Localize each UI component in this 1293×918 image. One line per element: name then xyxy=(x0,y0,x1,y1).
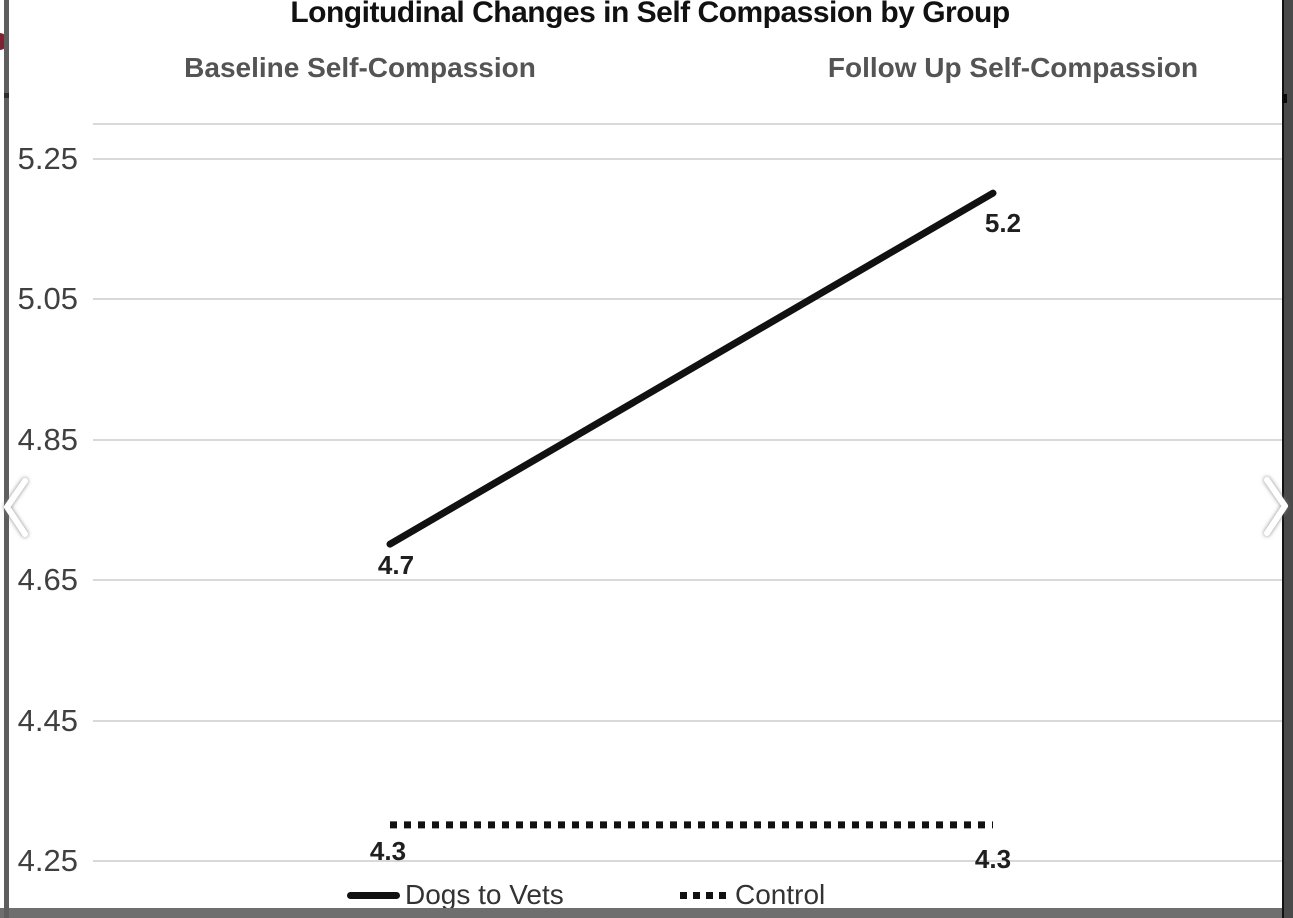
chevron-right-icon[interactable] xyxy=(1259,475,1291,539)
bottom-edge-bar xyxy=(0,908,1293,918)
y-axis-tick-label: 5.25 xyxy=(17,141,78,176)
gridline xyxy=(93,298,1283,300)
gridline xyxy=(93,123,1283,125)
right-edge-strip xyxy=(1282,0,1293,918)
legend-swatch-solid xyxy=(347,892,400,899)
gridline xyxy=(93,720,1283,722)
right-edge-seam xyxy=(1282,94,1287,103)
legend-label: Control xyxy=(735,879,826,910)
gridline xyxy=(93,439,1283,441)
chevron-left-icon[interactable] xyxy=(1,476,33,540)
y-axis-tick-label: 5.05 xyxy=(17,281,78,316)
data-label: 4.7 xyxy=(377,550,415,580)
left-edge-seam xyxy=(4,93,9,98)
legend-swatch-dotted xyxy=(680,892,732,899)
data-label: 5.2 xyxy=(984,208,1022,238)
gridline xyxy=(93,579,1283,581)
y-axis-tick-label: 4.65 xyxy=(17,562,78,597)
gridline xyxy=(93,860,1283,862)
y-axis-tick-label: 4.85 xyxy=(17,422,78,457)
y-axis-tick-label: 4.45 xyxy=(17,703,78,738)
series-line-solid xyxy=(386,189,997,548)
category-header-followup: Follow Up Self-Compassion xyxy=(827,52,1199,83)
gridline xyxy=(93,158,1283,160)
data-label: 4.3 xyxy=(974,844,1012,874)
category-header-baseline: Baseline Self-Compassion xyxy=(184,52,536,83)
legend-label: Dogs to Vets xyxy=(405,879,564,910)
left-edge-strip xyxy=(4,0,9,918)
chart-title: Longitudinal Changes in Self Compassion … xyxy=(290,0,1010,29)
y-axis-tick-label: 4.25 xyxy=(17,843,78,878)
data-label: 4.3 xyxy=(369,836,407,866)
